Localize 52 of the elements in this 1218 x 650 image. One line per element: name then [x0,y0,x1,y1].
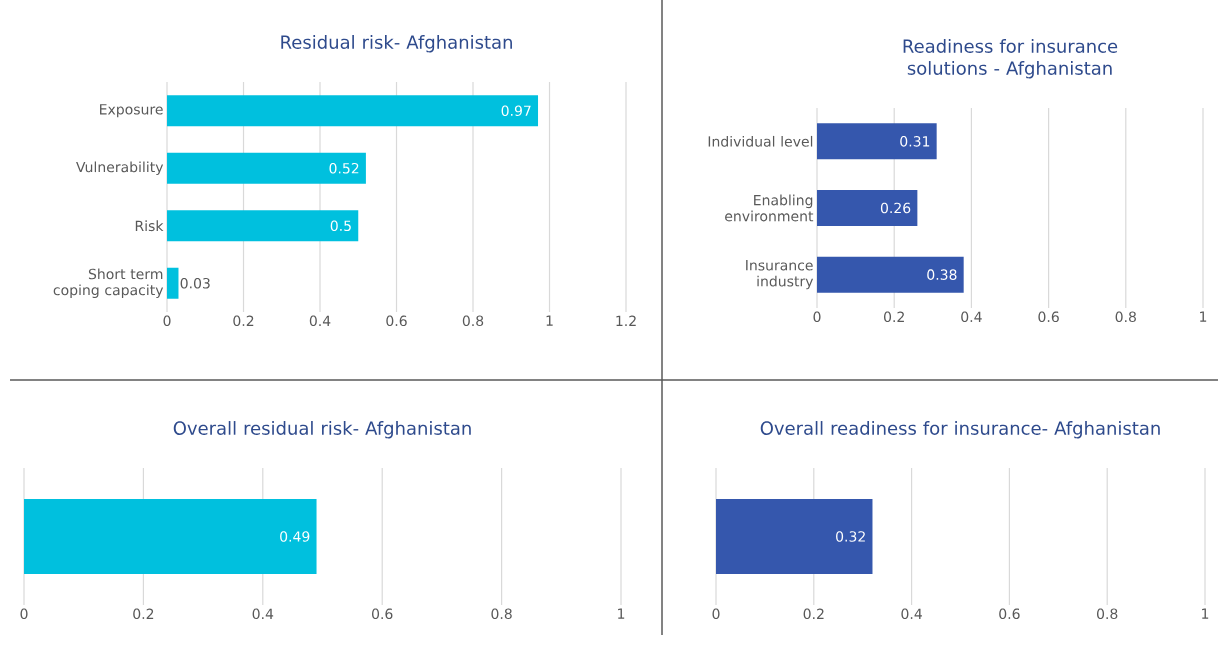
x-tick-label: 1 [618,608,625,619]
x-tick-label: 0 [163,315,171,327]
x-tick-label: 0.6 [1038,311,1059,323]
bar [167,210,359,242]
x-tick-label: 0.6 [372,608,393,620]
x-tick-label: 1.2 [616,315,636,326]
x-tick-label: 0.2 [803,608,824,620]
y-tick-label: Individual level [708,135,813,147]
y-tick-label: Insurance industry [746,260,814,290]
x-tick-label: 1 [1200,311,1207,322]
x-tick-label: 0.6 [999,608,1020,620]
x-tick-label: 0 [20,608,28,620]
y-tick-label: Exposure [100,104,163,118]
bar [817,256,964,293]
data-label: 0.52 [329,162,359,174]
x-tick-label: 0.2 [233,315,254,327]
chart-title: Overall residual risk- Afghanistan [173,421,471,439]
bar [817,189,918,226]
chart-title: Readiness for insurance solutions - Afghanistan [903,39,1118,79]
x-tick-label: 0.2 [884,311,904,323]
bar [817,123,937,160]
data-label: 0.32 [836,531,865,542]
x-tick-label: 0.8 [462,315,484,327]
x-tick-label: 0.4 [309,315,331,327]
chart-title: Overall readiness for insurance- Afghanistan [760,421,1160,439]
y-tick-label: Vulnerability [76,161,164,176]
x-tick-label: 1 [546,315,553,326]
x-tick-label: 0.4 [901,608,922,620]
bar [167,152,366,184]
x-tick-label: 0.8 [1115,311,1136,323]
x-tick-label: 1 [1202,608,1209,619]
y-tick-label: Risk [135,220,164,232]
bar [167,267,179,299]
x-tick-label: 0.4 [961,311,982,323]
data-label: 0.26 [880,202,911,214]
x-tick-label: 0 [712,608,720,620]
y-tick-label: Enabling environment [725,194,814,222]
data-label: 0.38 [927,269,957,280]
data-label: 0.03 [180,277,210,289]
x-tick-label: 0.6 [386,315,407,327]
x-tick-label: 0 [813,311,821,323]
x-tick-label: 0.4 [252,608,274,620]
y-tick-label: Short term coping capacity [53,268,164,299]
x-tick-label: 0.2 [133,608,154,620]
x-tick-label: 0.8 [1097,608,1118,620]
data-label: 0.49 [280,531,310,542]
x-tick-label: 0.8 [491,608,512,620]
data-label: 0.31 [900,136,930,147]
data-label: 0.5 [330,220,351,232]
data-label: 0.97 [501,105,531,117]
chart-title: Residual risk- Afghanistan [281,35,512,53]
bar [167,95,539,127]
